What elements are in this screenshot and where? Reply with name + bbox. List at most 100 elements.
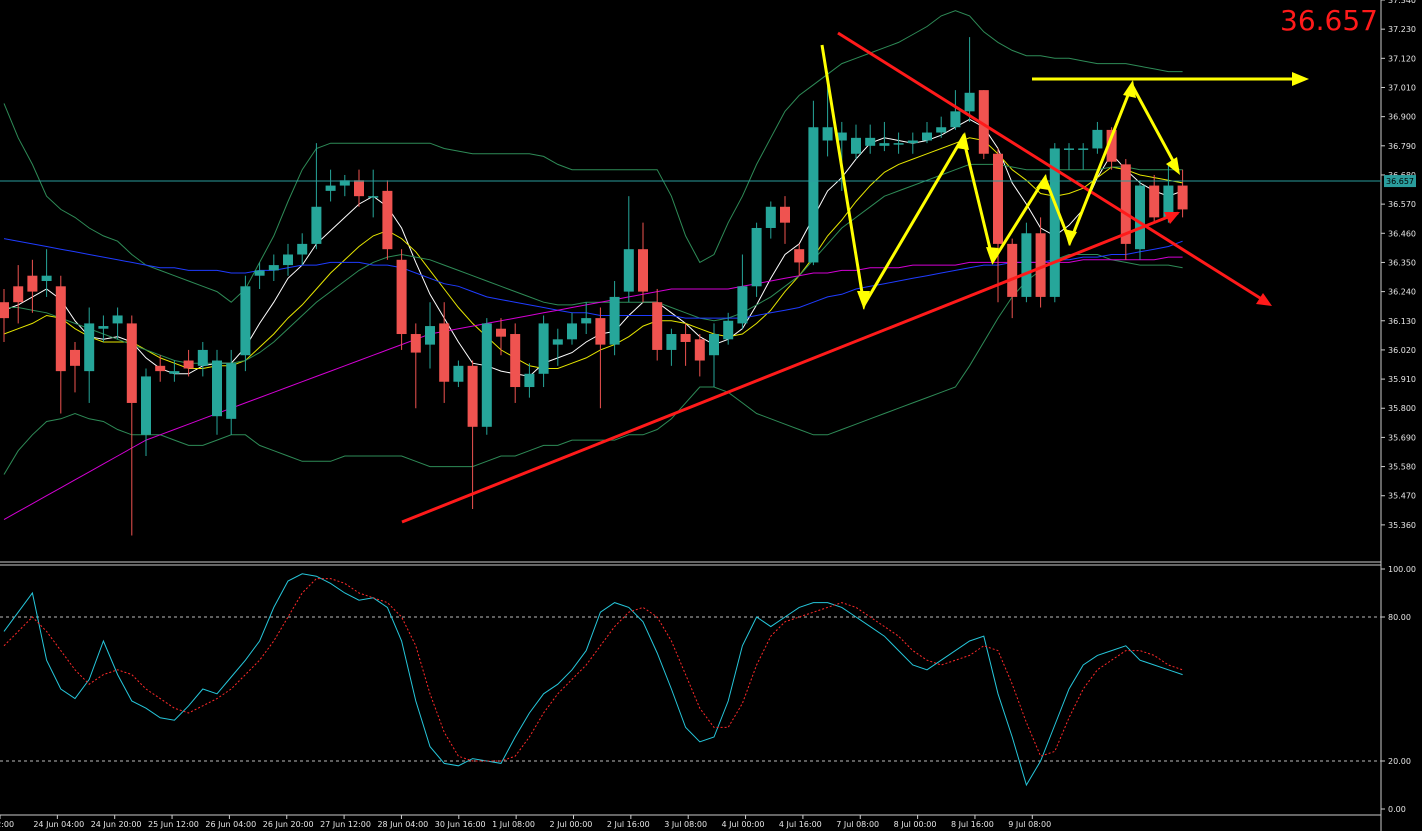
price-tick-label: 36.790 xyxy=(1388,142,1416,151)
candle-bull xyxy=(765,206,776,228)
candle-bull xyxy=(737,286,748,324)
candles xyxy=(0,37,1188,536)
candle-bear xyxy=(396,259,407,335)
candle-bull xyxy=(524,373,535,388)
candle-bull xyxy=(907,140,918,144)
price-tick-label: 37.120 xyxy=(1388,54,1416,63)
time-tick-label: 30 Jun 16:00 xyxy=(435,820,486,829)
price-tick-label: 35.910 xyxy=(1388,375,1416,384)
candle-bull xyxy=(751,227,762,287)
candle-bear xyxy=(183,360,194,369)
price-tick-label: 37.010 xyxy=(1388,83,1416,92)
candle-bear xyxy=(794,249,805,263)
candle-bear xyxy=(13,286,24,303)
indicator-bb_upper xyxy=(3,10,1183,303)
candle-bear xyxy=(382,190,393,250)
price-tick-label: 36.350 xyxy=(1388,258,1416,267)
candle-bull xyxy=(425,326,435,345)
candle-bull xyxy=(226,363,237,419)
candle-bull xyxy=(254,270,265,276)
candle-bear xyxy=(1106,129,1117,162)
time-tick-label: 9 Jul 08:00 xyxy=(1008,820,1051,829)
candle-bear xyxy=(354,180,364,197)
candle-bear xyxy=(638,249,648,292)
candle-bear xyxy=(126,323,137,403)
forecast-arrows xyxy=(820,44,1309,310)
candle-bull xyxy=(297,243,308,255)
price-tick-label: 35.360 xyxy=(1388,521,1416,530)
candle-bear xyxy=(978,90,989,154)
time-tick-label: 4 Jul 16:00 xyxy=(779,820,822,829)
candle-bull xyxy=(1163,185,1174,218)
falling-resistance-trendline xyxy=(837,31,1269,305)
time-tick-label: 28 Jun 04:00 xyxy=(377,820,428,829)
time-tick-label: 24 Jun 20:00 xyxy=(91,820,142,829)
price-tick-label: 36.240 xyxy=(1388,288,1416,297)
time-tick-label: 2 Jul 00:00 xyxy=(550,820,593,829)
candle-bull xyxy=(808,127,819,263)
zigzag-arrow-3 xyxy=(986,247,999,264)
price-tick-label: 35.800 xyxy=(1388,404,1416,413)
candle-bear xyxy=(27,275,38,292)
candle-bull xyxy=(1078,148,1089,150)
candle-bull xyxy=(197,349,208,366)
candle-bull xyxy=(666,334,677,350)
price-tick-label: 35.470 xyxy=(1388,492,1416,501)
indicator-ma_magenta xyxy=(3,256,1183,521)
candle-bear xyxy=(1035,233,1046,297)
candle-bear xyxy=(1120,164,1131,244)
candle-bull xyxy=(851,137,861,154)
stochastic-oscillator xyxy=(0,573,1381,787)
candle-bull xyxy=(609,296,620,345)
candle-bull xyxy=(169,371,180,374)
time-tick-label: 26 Jun 04:00 xyxy=(205,820,256,829)
price-tick-label: 37.230 xyxy=(1388,25,1416,34)
candle-bull xyxy=(1135,185,1145,250)
price-tag-label: 36.657 xyxy=(1386,177,1414,186)
oscillator-tick-label: 0.00 xyxy=(1388,805,1406,814)
candle-bull xyxy=(538,323,549,374)
candle-bull xyxy=(822,127,833,141)
candle-bull xyxy=(112,315,123,324)
zigzag-arrow-7 xyxy=(1166,157,1180,175)
candle-bull xyxy=(581,318,592,324)
candle-bull xyxy=(339,180,350,186)
candle-bull xyxy=(98,326,109,329)
candle-bear xyxy=(1007,243,1018,297)
time-tick-label: 27 Jun 12:00 xyxy=(320,820,371,829)
candle-bear xyxy=(496,328,506,337)
candle-bull xyxy=(1064,148,1074,150)
price-tick-label: 36.900 xyxy=(1388,113,1416,122)
candle-bear xyxy=(652,302,663,350)
candle-bull xyxy=(964,92,975,112)
oscillator-tick-label: 80.00 xyxy=(1388,613,1411,622)
price-tick-label: 37.340 xyxy=(1388,0,1416,5)
candle-bull xyxy=(41,275,52,281)
candle-bull xyxy=(311,206,322,244)
time-axis-labels: Jun 12:00 24 Jun 04:00 24 Jun 20:00 25 Jun … xyxy=(0,815,1051,829)
candle-bull xyxy=(141,376,151,435)
candle-bull xyxy=(623,249,634,292)
candle-bull xyxy=(567,323,577,340)
price-tick-label: 36.460 xyxy=(1388,229,1416,238)
support-arrow-head xyxy=(1164,212,1180,224)
candle-bull xyxy=(283,254,293,266)
candle-bull xyxy=(481,323,492,427)
price-tick-label: 35.580 xyxy=(1388,463,1416,472)
candle-bull xyxy=(879,143,890,146)
time-tick-label: 3 Jul 08:00 xyxy=(664,820,707,829)
zigzag-path xyxy=(820,44,1180,310)
candle-bear xyxy=(595,318,606,345)
candle-bear xyxy=(680,334,691,342)
candle-bull xyxy=(723,320,734,340)
candle-bull xyxy=(325,185,336,191)
time-tick-label: 24 Jun 04:00 xyxy=(33,820,84,829)
candle-bear xyxy=(993,153,1003,244)
oscillator-stoch_k xyxy=(3,573,1183,787)
price-tick-label: 36.020 xyxy=(1388,346,1416,355)
resistance-arrow-head xyxy=(1256,293,1272,306)
oscillator-tick-label: 100.00 xyxy=(1388,565,1416,574)
price-axis-labels: 37.340 37.230 37.120 37.010 36.900 36.790 36.6… xyxy=(1381,0,1416,530)
time-tick-label: Jun 12:00 xyxy=(0,820,14,829)
